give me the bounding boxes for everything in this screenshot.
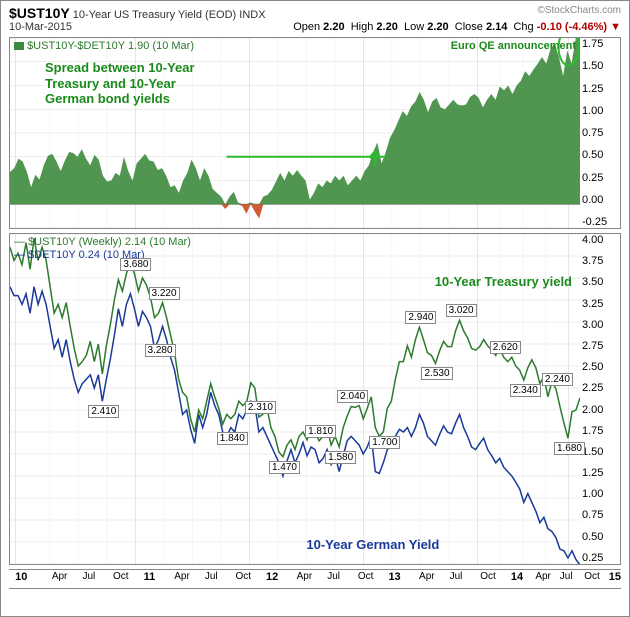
panel2-y-axis: 4.003.753.503.253.002.752.502.252.001.75…: [580, 234, 620, 564]
price-callout: 3.680: [120, 258, 151, 271]
price-callout: 3.020: [446, 304, 477, 317]
chg-down-icon: ▼: [610, 21, 621, 33]
ticker-subtitle: 10-Year US Treasury Yield (EOD) INDX: [73, 9, 266, 21]
area-marker-icon: [14, 42, 24, 50]
x-axis: 10AprJulOct11AprJulOct12AprJulOct13AprJu…: [9, 569, 621, 589]
spread-plot: Spread between 10-YearTreasury and 10-Ye…: [10, 38, 580, 228]
price-callout: 2.340: [510, 384, 541, 397]
panel2-legend: — $UST10Y (Weekly) 2.14 (10 Mar) — $DET1…: [14, 236, 191, 262]
price-callout: 3.220: [149, 287, 180, 300]
price-callout: 2.620: [490, 341, 521, 354]
price-callout: 3.280: [145, 344, 176, 357]
price-callout: 1.470: [269, 461, 300, 474]
price-callout: 1.680: [554, 442, 585, 455]
chart-header: $UST10Y 10-Year US Treasury Yield (EOD) …: [1, 1, 629, 35]
panel1-legend: $UST10Y-$DET10Y 1.90 (10 Mar): [14, 40, 194, 52]
ohlc-bar: Open 2.20 High 2.20 Low 2.20 Close 2.14 …: [293, 21, 621, 33]
price-callout: 2.240: [542, 373, 573, 386]
price-callout: 2.940: [405, 311, 436, 324]
change-value: -0.10 (-4.46%): [537, 21, 607, 33]
price-callout: 2.410: [88, 405, 119, 418]
price-callout: 1.810: [305, 425, 336, 438]
panel1-y-axis: 1.751.501.251.000.750.500.250.00-0.25: [580, 38, 620, 228]
attribution: ©StockCharts.com: [537, 5, 621, 21]
ticker-symbol: $UST10Y: [9, 5, 70, 21]
price-callout: 1.840: [217, 432, 248, 445]
price-callout: 2.530: [421, 367, 452, 380]
annotation-qe: Euro QE announcement: [451, 40, 576, 52]
price-callout: 2.040: [337, 390, 368, 403]
annotation-us-yield: 10-Year Treasury yield: [435, 274, 572, 289]
chart-date: 10-Mar-2015: [9, 21, 72, 33]
yields-panel: — $UST10Y (Weekly) 2.14 (10 Mar) — $DET1…: [9, 233, 621, 565]
annotation-spread: Spread between 10-YearTreasury and 10-Ye…: [45, 60, 195, 107]
yields-plot: 10-Year Treasury yield 10-Year German Yi…: [10, 234, 580, 564]
price-callout: 1.580: [325, 451, 356, 464]
chart-container: $UST10Y 10-Year US Treasury Yield (EOD) …: [0, 0, 630, 617]
price-callout: 2.310: [245, 401, 276, 414]
price-callout: 1.700: [369, 436, 400, 449]
spread-panel: $UST10Y-$DET10Y 1.90 (10 Mar) Spread bet…: [9, 37, 621, 229]
annotation-de-yield: 10-Year German Yield: [306, 537, 439, 552]
